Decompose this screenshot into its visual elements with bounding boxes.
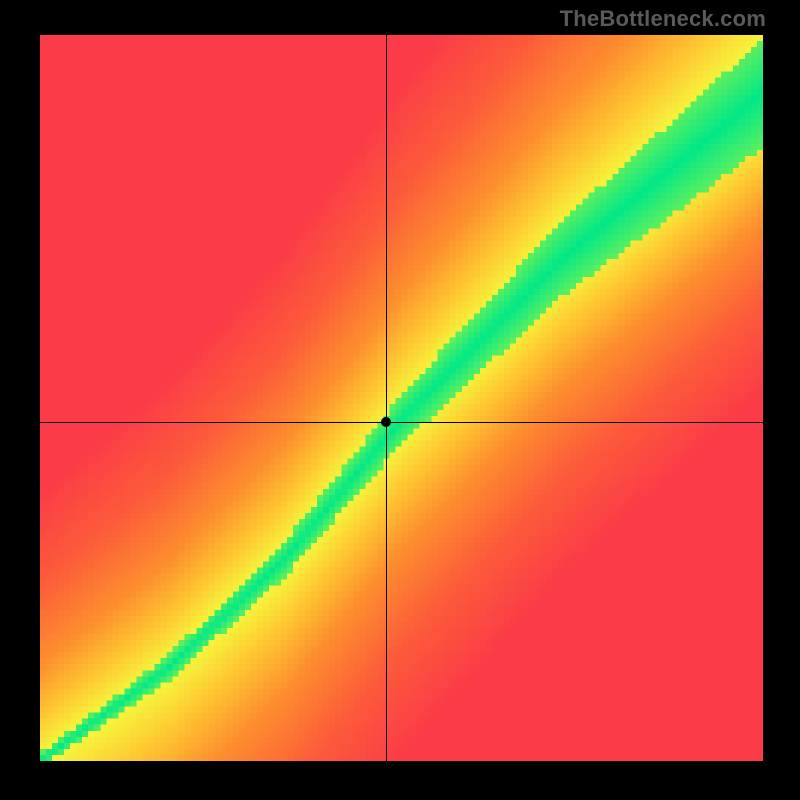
- selection-marker-dot: [381, 417, 391, 427]
- bottleneck-heatmap: [40, 35, 763, 761]
- plot-area: [40, 35, 763, 761]
- crosshair-horizontal: [40, 422, 763, 423]
- crosshair-vertical: [386, 35, 387, 761]
- watermark-text: TheBottleneck.com: [560, 6, 766, 32]
